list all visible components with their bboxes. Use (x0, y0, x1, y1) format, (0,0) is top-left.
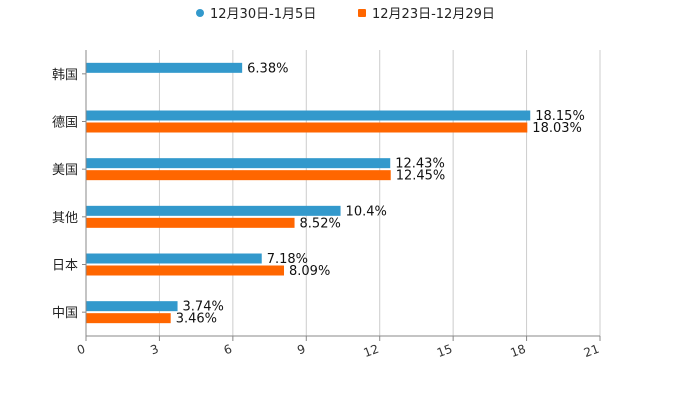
x-tick-label: 15 (435, 342, 454, 360)
bar-current-week (86, 62, 243, 73)
bar-previous-week (86, 265, 285, 276)
bar-previous-week (86, 122, 528, 133)
data-label: 3.74% (183, 300, 224, 315)
x-tick-label: 9 (295, 342, 307, 358)
category-label: 美国 (52, 163, 78, 178)
data-label: 3.46% (176, 312, 217, 327)
bar-previous-week (86, 217, 295, 228)
bars: 6.38% 18.15%18.03% 12.43%12.45% 10.4% 8.52% 7… (86, 61, 585, 327)
category-label: 其他 (52, 211, 78, 226)
x-tick-label: 21 (582, 342, 601, 360)
bar-previous-week (86, 170, 391, 181)
data-label: 18.15% (535, 109, 585, 124)
data-label: 10.4% (346, 204, 387, 219)
legend-label: 12月23日-12月29日 (372, 7, 495, 22)
legend-label: 12月30日-1月5日 (210, 7, 316, 22)
data-label: 18.03% (532, 121, 582, 136)
bar-current-week (86, 158, 391, 169)
bar-previous-week (86, 313, 171, 324)
data-label: 8.09% (289, 264, 330, 279)
legend-marker-circle (196, 9, 204, 17)
legend: 12月30日-1月5日 12月23日-12月29日 (196, 7, 495, 22)
data-label: 7.18% (267, 252, 308, 267)
data-label: 8.52% (300, 216, 341, 231)
grid-lines (158, 50, 601, 336)
bar-current-week (86, 110, 531, 121)
data-label: 12.43% (395, 157, 445, 172)
bar-current-week (86, 205, 341, 216)
x-tick-label: 6 (222, 342, 234, 358)
category-label: 韩国 (52, 68, 78, 83)
category-label: 德国 (52, 116, 78, 131)
data-label: 6.38% (247, 61, 288, 76)
bar-current-week (86, 253, 262, 264)
bar-current-week (86, 301, 178, 312)
legend-marker-square (358, 9, 366, 17)
category-label: 中国 (52, 306, 78, 321)
x-tick-label: 0 (75, 342, 87, 358)
data-label: 12.45% (396, 169, 446, 184)
x-tick-label: 12 (362, 342, 381, 360)
x-tick-label: 3 (148, 342, 160, 358)
category-label: 日本 (52, 259, 78, 274)
x-tick-label: 18 (508, 342, 527, 360)
